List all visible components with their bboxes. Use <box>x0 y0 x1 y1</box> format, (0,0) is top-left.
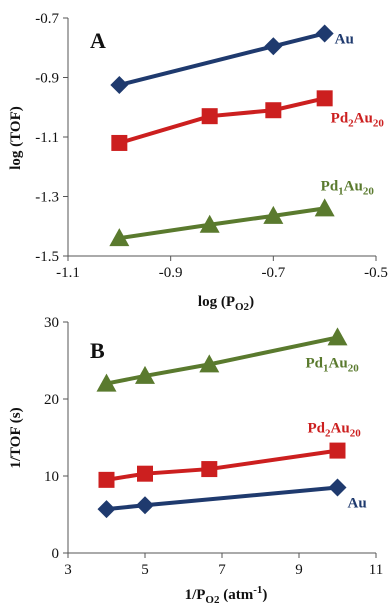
data-point-diamond <box>328 478 347 497</box>
x-tick-label: 3 <box>64 562 72 578</box>
data-point-square <box>111 134 128 151</box>
series-line <box>118 31 326 87</box>
data-point-square <box>316 90 333 107</box>
series-Pd1Au20: Pd1Au20 <box>96 327 360 392</box>
series-label: Pd1Au20 <box>321 178 375 197</box>
series-label: Pd1Au20 <box>306 355 360 374</box>
panel-B: 0 10 20 30 3 5 7 9 11 B 1/TOF (s) 1/PO2 (atm-1) Pd1A… <box>8 315 383 606</box>
x-tick-label: 7 <box>218 562 226 578</box>
series-label: Pd2Au20 <box>331 110 385 129</box>
series-Au: Au <box>110 24 354 94</box>
data-point-square <box>201 108 218 125</box>
series-Pd2Au20: Pd2Au20 <box>98 421 362 488</box>
data-point-square <box>265 102 282 119</box>
panel-letter: A <box>90 28 106 53</box>
y-axis-title: log (TOF) <box>8 106 24 169</box>
series-label: Au <box>335 31 354 47</box>
x-tick-label: 9 <box>295 562 303 578</box>
y-tick-label: -1.5 <box>35 249 59 265</box>
data-point-square <box>98 471 115 488</box>
series-line <box>106 448 338 482</box>
y-tick-label: -0.9 <box>35 71 59 87</box>
data-point-triangle <box>135 365 155 384</box>
data-point-triangle <box>96 373 117 392</box>
x-tick-label: 11 <box>369 562 383 578</box>
y-tick-label: 0 <box>52 546 60 562</box>
x-tick-label: 5 <box>141 562 149 578</box>
series-label: Pd2Au20 <box>308 421 362 440</box>
data-point-diamond <box>136 496 154 515</box>
data-point-square <box>137 465 153 482</box>
data-point-triangle <box>199 214 220 233</box>
series-line <box>118 96 326 145</box>
data-point-diamond <box>110 75 129 94</box>
data-point-square <box>329 442 346 459</box>
series-Au: Au <box>97 478 367 519</box>
y-tick-label: 20 <box>44 392 59 408</box>
x-tick-label: -1.1 <box>56 265 80 281</box>
data-point-diamond <box>97 500 116 519</box>
y-tick-label: 30 <box>44 315 59 331</box>
x-tick-label: -0.7 <box>261 265 285 281</box>
x-axis-title: log (PO2) <box>198 294 254 313</box>
x-tick-label: -0.5 <box>364 265 388 281</box>
data-point-triangle <box>199 354 220 373</box>
data-point-diamond <box>264 37 283 56</box>
data-point-triangle <box>327 327 348 346</box>
data-point-triangle <box>314 198 335 217</box>
y-tick-label: 10 <box>44 469 59 485</box>
series-Pd2Au20: Pd2Au20 <box>111 90 384 151</box>
data-point-triangle <box>263 205 284 224</box>
series-Pd1Au20: Pd1Au20 <box>109 178 375 247</box>
x-tick-label: -0.9 <box>159 265 183 281</box>
y-tick-label: -1.1 <box>35 130 59 146</box>
x-axis-title: 1/PO2 (atm-1) <box>185 584 268 606</box>
data-point-diamond <box>315 24 334 43</box>
y-tick-label: -0.7 <box>35 11 59 27</box>
y-tick-label: -1.3 <box>35 190 59 206</box>
series-line <box>119 206 325 241</box>
series-label: Au <box>348 496 367 512</box>
data-point-triangle <box>109 228 130 247</box>
y-axis-title: 1/TOF (s) <box>8 407 24 468</box>
data-point-square <box>201 461 218 478</box>
panel-letter: B <box>90 338 105 363</box>
panel-A: -1.5 -1.3 -1.1 -0.9 -0.7 -1.1 -0.9 -0.7 -0.5 Alog… <box>8 11 388 313</box>
series-line <box>106 335 338 386</box>
